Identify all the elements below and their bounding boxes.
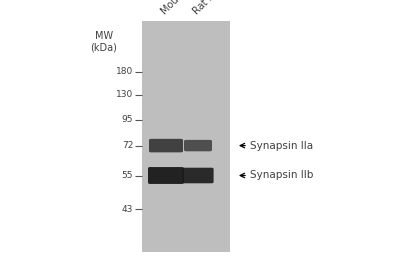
Text: 180: 180 (116, 67, 133, 76)
Bar (142, 21, 230, 252)
Text: MW
(kDa): MW (kDa) (90, 31, 118, 53)
Text: Mouse brain: Mouse brain (159, 0, 208, 17)
Text: Synapsin IIa: Synapsin IIa (250, 141, 313, 151)
FancyBboxPatch shape (182, 168, 214, 183)
Text: 95: 95 (122, 115, 133, 124)
Text: Rat brain: Rat brain (191, 0, 230, 17)
Text: 130: 130 (116, 90, 133, 99)
FancyBboxPatch shape (148, 167, 184, 184)
FancyBboxPatch shape (149, 139, 183, 152)
Text: 55: 55 (122, 171, 133, 180)
Text: Synapsin IIb: Synapsin IIb (250, 171, 313, 180)
FancyBboxPatch shape (184, 140, 212, 151)
Text: 43: 43 (122, 205, 133, 214)
Text: 72: 72 (122, 141, 133, 150)
